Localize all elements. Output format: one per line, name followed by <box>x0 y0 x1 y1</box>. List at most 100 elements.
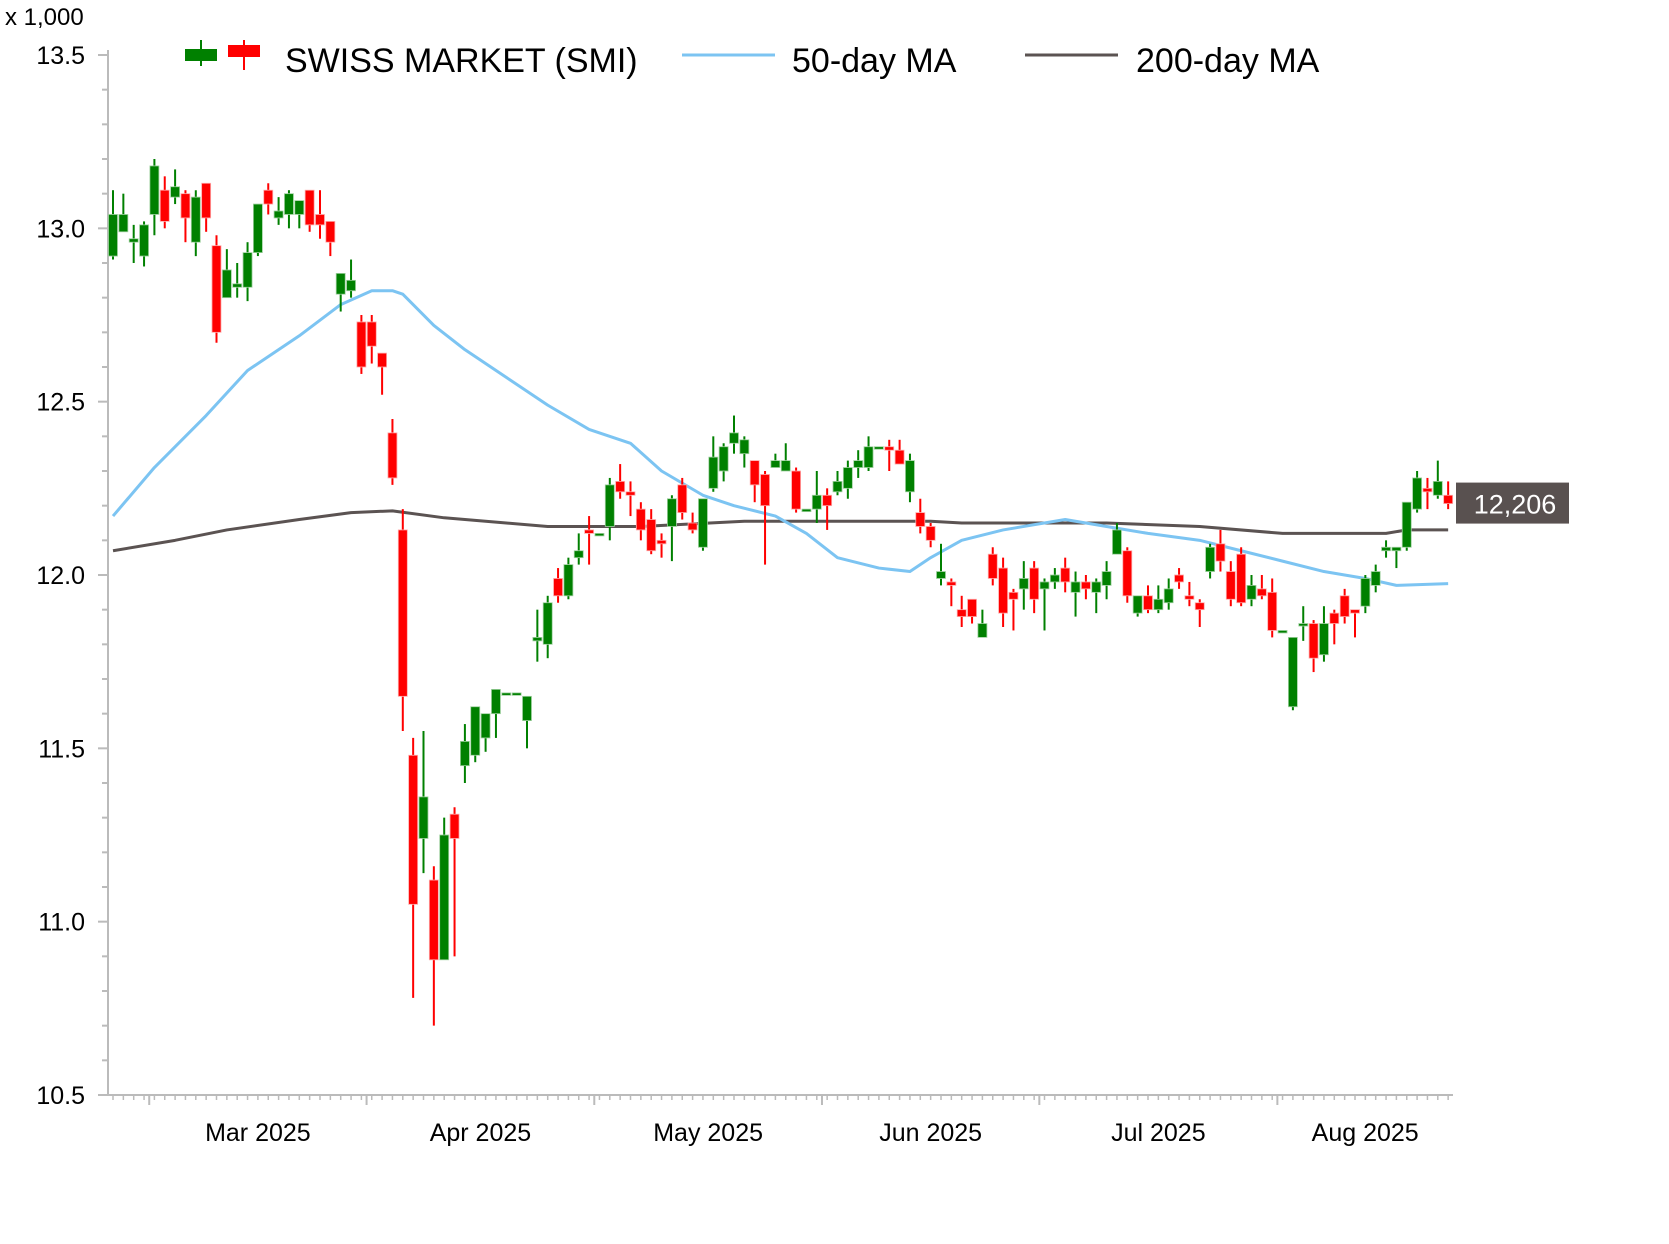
candle-body <box>770 460 781 468</box>
candle <box>522 695 532 749</box>
candle <box>1081 575 1091 600</box>
candle <box>1029 561 1040 614</box>
candle <box>1018 561 1029 610</box>
candle <box>884 439 895 471</box>
candle-body <box>346 279 356 292</box>
candle-body <box>801 508 812 513</box>
candle-body <box>1236 553 1247 604</box>
candle <box>749 460 760 503</box>
candle <box>760 471 770 565</box>
candle <box>1267 578 1278 638</box>
candle <box>791 467 801 513</box>
y-tick-label: 11.0 <box>38 909 85 937</box>
candle-body <box>159 189 170 222</box>
candle-body <box>1091 581 1102 593</box>
candle-body <box>656 539 667 545</box>
candle-body <box>646 519 657 552</box>
candle <box>470 706 481 763</box>
candle <box>139 221 149 267</box>
candle-body <box>1205 546 1215 572</box>
candle <box>159 176 170 229</box>
candle-body <box>874 446 884 450</box>
candle <box>1205 543 1215 579</box>
candle <box>180 190 191 243</box>
candle <box>1339 588 1350 624</box>
candle-body <box>760 474 770 507</box>
candle <box>532 609 543 662</box>
candle-body <box>252 203 263 253</box>
candle-body <box>687 522 698 531</box>
candle <box>925 523 936 548</box>
candle-body <box>1060 567 1071 583</box>
candle-body <box>418 796 429 839</box>
candle-body <box>625 491 636 496</box>
candle-body <box>1360 578 1371 607</box>
candle-body <box>1319 623 1329 656</box>
candle <box>1308 620 1319 673</box>
candle-body <box>128 238 139 243</box>
candle-body <box>749 460 760 486</box>
candle <box>1329 609 1340 645</box>
candle <box>294 200 305 229</box>
candle-body <box>201 182 212 219</box>
candle-body <box>1422 487 1433 493</box>
candle <box>842 460 853 499</box>
candle <box>708 436 719 492</box>
candle-body <box>925 526 936 541</box>
candle <box>729 415 739 454</box>
candle-body <box>304 189 315 226</box>
candle <box>221 249 232 299</box>
candle <box>439 817 450 961</box>
candle <box>1060 557 1071 593</box>
candle-body <box>335 272 346 295</box>
candle <box>128 224 139 263</box>
candle-body <box>428 879 439 961</box>
y-tick-label: 11.5 <box>38 735 85 763</box>
candle <box>1163 578 1174 610</box>
candle <box>304 189 315 232</box>
candle <box>956 595 967 627</box>
candle <box>1277 630 1288 634</box>
candle <box>356 315 367 374</box>
x-tick-label: Apr 2025 <box>430 1119 531 1147</box>
x-tick-label: Jul 2025 <box>1111 1119 1206 1147</box>
candle-body <box>315 214 325 226</box>
x-tick-label: May 2025 <box>653 1119 763 1147</box>
candle <box>646 509 657 555</box>
candle <box>1039 578 1050 631</box>
candle-body <box>232 283 243 288</box>
candle-body <box>242 252 253 288</box>
candle <box>1256 575 1267 600</box>
y-tick-label: 13.0 <box>36 215 85 243</box>
candle <box>201 182 212 232</box>
candle <box>739 436 750 468</box>
last-price-label: 12,206 <box>1456 482 1569 524</box>
candle <box>459 724 470 783</box>
candle <box>998 557 1008 627</box>
candle <box>553 568 563 603</box>
candle <box>780 443 791 472</box>
candle <box>170 169 181 205</box>
moving-average-lines <box>111 289 1449 587</box>
candle-body <box>1267 591 1278 631</box>
y-multiplier-label: x 1,000 <box>5 4 84 31</box>
candle-body <box>1049 574 1060 583</box>
candle <box>232 263 243 298</box>
candle-body <box>149 165 160 215</box>
candle-body <box>221 269 232 299</box>
candle-body <box>1443 494 1454 504</box>
x-tick-label: Aug 2025 <box>1312 1119 1419 1147</box>
candle-body <box>511 692 522 696</box>
candle-body <box>366 321 377 347</box>
candle-body <box>480 713 491 739</box>
candle <box>801 508 812 513</box>
candle <box>1174 568 1184 589</box>
candle <box>1298 606 1309 641</box>
candle <box>118 193 129 233</box>
candle <box>667 495 677 562</box>
candle-body <box>667 498 677 527</box>
candle <box>242 242 253 302</box>
candle-body <box>708 456 719 489</box>
candle <box>1401 501 1412 551</box>
candle-body <box>1329 612 1340 624</box>
